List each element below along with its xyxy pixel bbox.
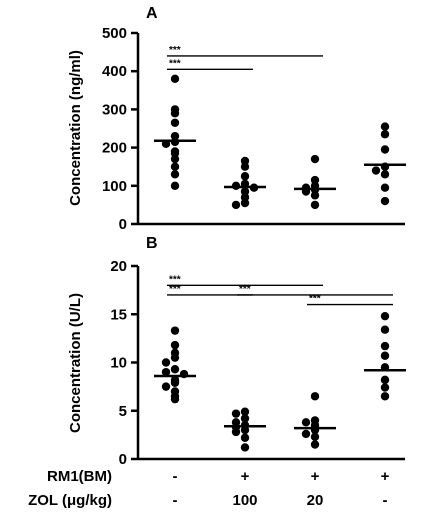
panel-b-y-tick-label: 10 (110, 355, 127, 372)
panel-b-significance: ****** ****** (167, 274, 393, 306)
panel-a-data-point (170, 154, 180, 164)
row-label-zol: ZOL (μg/kg) (28, 492, 112, 509)
panel-a-data-point (170, 118, 180, 127)
panel-a-data-point (380, 170, 390, 179)
panel-b-data-point (240, 425, 250, 435)
panel-a-y-tick-label: 300 (102, 101, 127, 118)
panel-b-data-point (170, 340, 180, 350)
panel-b-data-point (380, 311, 390, 321)
panel-b-data-point (240, 433, 250, 442)
panel-a-data-point (310, 154, 320, 164)
panel-a-data-point (170, 162, 180, 171)
panel-b-data-point (240, 407, 250, 416)
panel-b-data-point (231, 409, 241, 418)
panel-b-y-tick-label: 20 (110, 258, 127, 275)
rm1-value-g3: + (311, 468, 320, 485)
panel-a-y-tick-label: 0 (119, 216, 127, 233)
panel-a-data-point (170, 170, 180, 179)
panel-a-y-tick-label: 100 (102, 178, 127, 195)
panel-b-y-tick-label: 0 (119, 451, 127, 468)
panel-a-data-point (231, 200, 241, 210)
panel-a-y-axis-title: Concentration (ng/ml) (67, 50, 84, 206)
panel-a-significance-label: *** (169, 45, 181, 56)
panel-b-data-point (380, 341, 390, 351)
panel-a-data-point (240, 172, 250, 181)
panel-a-data-point (170, 74, 180, 84)
panel-a-data-point (380, 183, 390, 192)
panel-b-points (154, 311, 406, 452)
panel-b-data-point (161, 358, 171, 367)
rm1-value-g1: - (173, 468, 178, 485)
panel-b-data-point (380, 392, 390, 401)
panel-b-data-point (170, 365, 180, 374)
panel-a-significance-label: *** (169, 58, 181, 69)
panel-b-y-tick-label: 5 (119, 403, 127, 420)
panel-a: A Concentration (ng/ml) 0 100 200 300 400 500… (67, 5, 406, 233)
panel-b-data-point (380, 351, 390, 360)
zol-value-g3: 20 (307, 492, 324, 509)
panel-b-data-point (170, 353, 180, 362)
panel-a-data-point (380, 145, 390, 154)
panel-a-y-tick-label: 400 (102, 63, 127, 80)
panel-b-data-point (310, 392, 320, 401)
zol-value-g1: - (173, 492, 178, 509)
panel-a-data-point (240, 198, 250, 208)
panel-b-significance-label: *** (239, 284, 251, 295)
panel-a-data-point (380, 196, 390, 206)
panel-b-data-point (301, 429, 311, 439)
panel-b-data-point (380, 325, 390, 334)
panel-b-significance-label: *** (309, 294, 321, 305)
panel-b-data-point (310, 432, 320, 442)
panel-a-data-point (310, 191, 320, 200)
panel-a-data-point (380, 130, 390, 139)
zol-value-g4: - (383, 492, 388, 509)
panel-a-data-point (310, 200, 320, 210)
panel-a-label: A (146, 5, 158, 22)
panel-a-points (154, 74, 406, 210)
panel-b-data-point (240, 414, 250, 423)
panel-b-data-point (170, 378, 180, 387)
panel-b-significance-label: *** (169, 274, 181, 285)
panel-b-data-point (161, 367, 171, 377)
panel-a-data-point (170, 109, 180, 118)
panel-a-data-point (240, 162, 250, 171)
panel-a-y-tick-label: 200 (102, 140, 127, 157)
panel-b-ticks: 0 5 10 15 20 (110, 258, 138, 468)
row-label-rm1: RM1(BM) (47, 468, 112, 485)
panel-b-data-point (170, 326, 180, 335)
panel-b-data-point (301, 418, 311, 427)
panel-b-data-point (170, 394, 180, 404)
panel-a-data-point (380, 122, 390, 131)
panel-b-y-tick-label: 15 (110, 306, 127, 323)
panel-b-data-point (380, 383, 390, 392)
panel-a-significance: *** *** (167, 45, 323, 70)
panel-a-data-point (371, 166, 381, 175)
panel-a-ticks: 0 100 200 300 400 500 (102, 25, 138, 233)
panel-b-y-axis-title: Concentration (U/L) (67, 293, 84, 433)
panel-b-significance-label: *** (169, 284, 181, 295)
rm1-value-g2: + (241, 468, 250, 485)
panel-b-label: B (146, 235, 158, 252)
panel-b-data-point (240, 443, 250, 452)
rm1-value-g4: + (381, 468, 390, 485)
panel-b-data-point (161, 382, 171, 391)
zol-value-g2: 100 (232, 492, 257, 509)
panel-a-data-point (170, 181, 180, 190)
panel-b-data-point (380, 375, 390, 385)
panel-b-data-point (231, 427, 241, 437)
panel-b-data-point (310, 440, 320, 449)
panel-a-y-tick-label: 500 (102, 25, 127, 42)
group-table: RM1(BM) - + + + ZOL (μg/kg) - 100 20 - (28, 468, 390, 509)
